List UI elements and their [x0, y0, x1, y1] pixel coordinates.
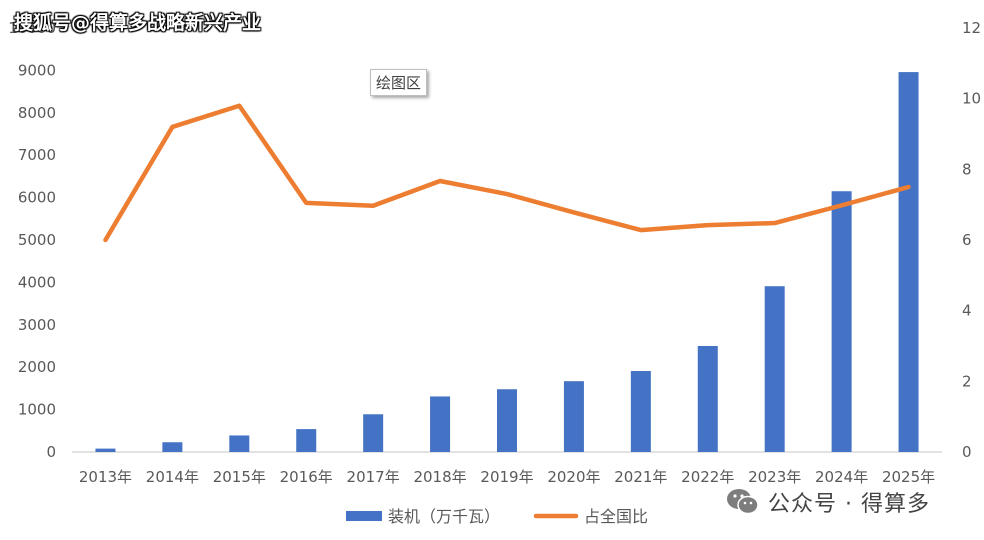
- legend-swatch-bar: [346, 511, 382, 521]
- bar-2015年: [229, 435, 250, 452]
- right-tick-label: 0: [962, 443, 972, 461]
- x-tick-label: 2014年: [146, 468, 199, 486]
- right-tick-label: 4: [962, 302, 972, 320]
- bar-2020年: [563, 381, 584, 452]
- watermark-top: 搜狐号@得算多战略新兴产业: [14, 12, 262, 34]
- left-tick-label: 7000: [18, 146, 56, 164]
- bar-series: [95, 72, 919, 453]
- bar-2021年: [630, 371, 651, 452]
- line-path: [103, 103, 911, 243]
- left-axis-ticks: 0 1000 2000 3000 4000 5000 6000 7000 8000 9000 100…: [8, 19, 56, 461]
- bar-2023年: [764, 286, 785, 452]
- x-tick-label: 2017年: [347, 468, 400, 486]
- left-tick-label: 3000: [18, 316, 56, 334]
- right-tick-label: 12: [962, 19, 981, 37]
- watermark-bottom-text: 公众号 · 得算多: [768, 492, 930, 517]
- line-series: [103, 103, 911, 243]
- right-tick-label: 10: [962, 90, 981, 108]
- left-tick-label: 2000: [18, 358, 56, 376]
- left-tick-label: 10000: [8, 19, 56, 37]
- right-tick-label: 2: [962, 372, 972, 390]
- x-tick-label: 2024年: [815, 468, 868, 486]
- bar-2022年: [697, 346, 718, 452]
- x-tick-label: 2015年: [213, 468, 266, 486]
- x-tick-label: 2021年: [614, 468, 667, 486]
- right-tick-label: 8: [962, 160, 972, 178]
- bar-2013年: [95, 448, 116, 452]
- right-axis-ticks: 0 2 4 6 8 10 12: [962, 19, 981, 461]
- bar-2018年: [430, 396, 451, 452]
- x-tick-label: 2020年: [547, 468, 600, 486]
- wechat-icon: [727, 489, 759, 515]
- left-tick-label: 1000: [18, 401, 56, 419]
- left-tick-label: 6000: [18, 189, 56, 207]
- bar-2025年: [898, 72, 919, 452]
- legend: 装机（万千瓦） 占全国比: [346, 507, 648, 526]
- bar-2014年: [162, 442, 183, 452]
- x-tick-label: 2019年: [480, 468, 533, 486]
- x-tick-label: 2018年: [413, 468, 466, 486]
- left-tick-label: 4000: [18, 273, 56, 291]
- x-tick-label: 2025年: [882, 468, 935, 486]
- legend-label-bar: 装机（万千瓦）: [388, 507, 500, 526]
- bar-2019年: [497, 389, 517, 452]
- watermark-bottom: 公众号 · 得算多: [726, 486, 930, 518]
- bar-2024年: [831, 191, 852, 453]
- left-tick-label: 0: [46, 443, 56, 461]
- plot-area-label: 绘图区: [370, 69, 428, 96]
- bar-2017年: [363, 414, 384, 452]
- bar-2016年: [296, 429, 317, 452]
- x-tick-label: 2023年: [748, 468, 801, 486]
- legend-label-line: 占全国比: [584, 507, 648, 526]
- x-tick-label: 2016年: [280, 468, 333, 486]
- x-tick-label: 2013年: [79, 468, 132, 486]
- left-tick-label: 8000: [18, 104, 56, 122]
- x-tick-label: 2022年: [681, 468, 734, 486]
- left-tick-label: 9000: [18, 61, 56, 79]
- x-axis-ticks: 2013年 2014年 2015年 2016年 2017年 2018年 2019年 2020年…: [79, 468, 935, 486]
- right-tick-label: 6: [962, 231, 972, 249]
- left-tick-label: 5000: [18, 231, 56, 249]
